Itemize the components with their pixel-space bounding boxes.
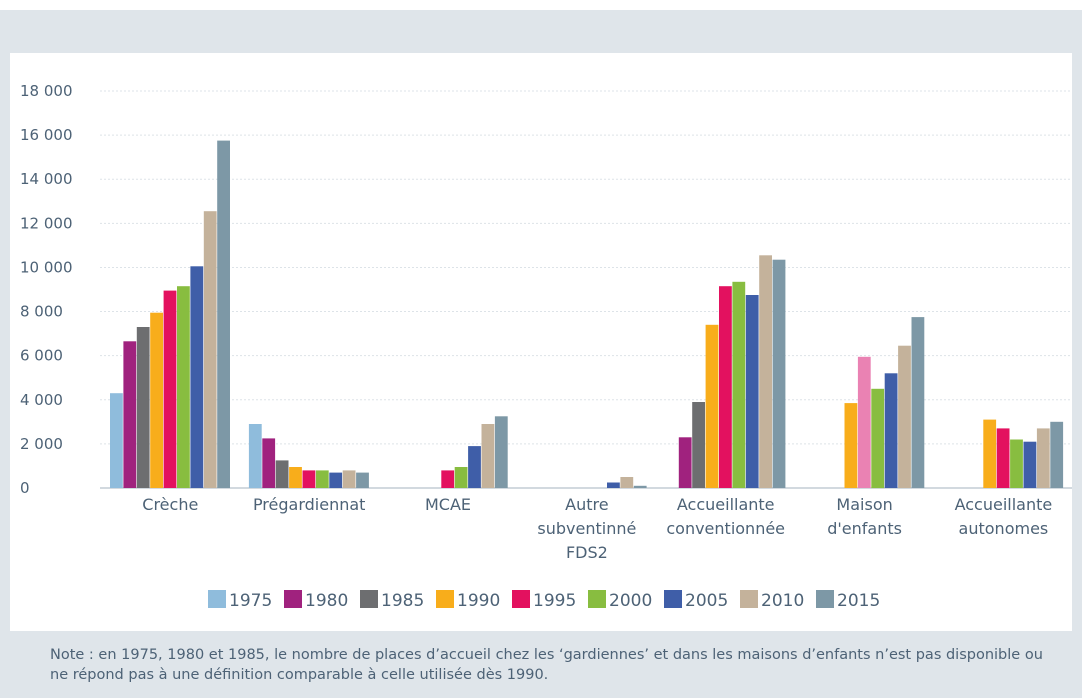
bar-2015-2 — [494, 416, 508, 488]
x-category-label: Crèche — [142, 495, 198, 514]
bar-2015-4 — [772, 259, 786, 488]
bar-2005-6 — [1023, 441, 1037, 488]
bar-2000-4 — [732, 281, 746, 488]
bar-2010-6 — [1036, 428, 1050, 488]
bar-2005-3 — [607, 482, 620, 488]
bar-1990-0 — [150, 312, 163, 488]
bar-2010-4 — [759, 255, 772, 488]
x-category-label: Accueillante — [955, 495, 1053, 514]
bar-1975-0 — [110, 393, 123, 488]
bar-2010-5 — [898, 345, 911, 488]
legend-swatch-2010 — [740, 590, 758, 608]
bar-1995-5 — [857, 356, 871, 488]
legend-label-1995: 1995 — [533, 591, 576, 611]
bar-1995-0 — [163, 290, 177, 488]
bar-1995-2 — [441, 470, 455, 488]
x-category-label: Accueillante — [677, 495, 775, 514]
bar-2000-2 — [454, 467, 468, 488]
bar-2010-2 — [481, 424, 495, 488]
legend-swatch-2000 — [588, 590, 606, 608]
legend-swatch-1995 — [512, 590, 530, 608]
legend-swatch-2005 — [664, 590, 682, 608]
legend-swatch-1975 — [208, 590, 226, 608]
bar-2015-3 — [633, 485, 647, 488]
x-category-label: MCAE — [425, 495, 471, 514]
y-tick-label: 2 000 — [20, 435, 63, 453]
y-tick-label: 10 000 — [20, 258, 73, 276]
bar-2005-5 — [884, 373, 898, 488]
bar-2010-0 — [203, 211, 217, 488]
bar-1980-0 — [123, 341, 137, 488]
bar-1995-6 — [996, 428, 1010, 488]
bar-2015-0 — [217, 140, 230, 488]
x-category-label: Prégardiennat — [253, 495, 366, 514]
legend-label-2000: 2000 — [609, 591, 652, 611]
legend-swatch-2015 — [816, 590, 834, 608]
legend-label-2010: 2010 — [761, 591, 804, 611]
y-tick-label: 12 000 — [20, 214, 73, 232]
chart-note: Note : en 1975, 1980 et 1985, le nombre … — [50, 647, 1043, 683]
bar-2015-1 — [356, 472, 369, 488]
legend-label-1980: 1980 — [305, 591, 348, 611]
y-tick-label: 16 000 — [20, 126, 73, 144]
y-tick-label: 6 000 — [20, 347, 63, 365]
legend-label-2005: 2005 — [685, 591, 728, 611]
bar-2000-6 — [1010, 439, 1023, 488]
chart-panel: 0 2 000 4 000 6 000 8 000 10 000 12 000 14 000 1… — [0, 10, 1082, 698]
legend-swatch-1980 — [284, 590, 302, 608]
bar-2000-0 — [177, 286, 190, 488]
legend-swatch-1990 — [436, 590, 454, 608]
x-category-label: autonomes — [959, 519, 1049, 538]
bar-2005-0 — [190, 266, 204, 488]
bar-1985-4 — [692, 402, 705, 488]
bar-1990-6 — [983, 419, 997, 488]
bar-1975-1 — [248, 424, 262, 488]
y-tick-label: 4 000 — [20, 391, 63, 409]
x-category-label: d'enfants — [827, 519, 902, 538]
x-category-label: conventionnée — [666, 519, 785, 538]
bar-1995-1 — [302, 470, 316, 488]
bar-1995-4 — [719, 286, 732, 488]
y-tick-label: 8 000 — [20, 303, 63, 321]
bar-2005-4 — [745, 295, 759, 488]
bar-1985-1 — [275, 460, 289, 488]
x-category-label: subventinné — [537, 519, 636, 538]
legend-swatch-1985 — [360, 590, 378, 608]
bar-2005-1 — [329, 472, 343, 488]
bar-1990-5 — [844, 403, 858, 488]
bar-2000-5 — [871, 388, 885, 489]
bar-2000-1 — [315, 470, 329, 488]
x-category-label: Autre — [565, 495, 608, 514]
bar-2005-2 — [468, 446, 481, 488]
legend-label-1990: 1990 — [457, 591, 500, 611]
legend-label-2015: 2015 — [837, 591, 880, 611]
legend-label-1985: 1985 — [381, 591, 424, 611]
legend-label-1975: 1975 — [229, 591, 272, 611]
bar-1990-4 — [705, 324, 719, 488]
bar-2010-1 — [342, 470, 356, 488]
bar-1990-1 — [289, 467, 302, 488]
bar-2015-5 — [911, 317, 925, 488]
x-category-label: FDS2 — [566, 543, 608, 562]
bar-2015-6 — [1050, 421, 1064, 488]
y-tick-label: 0 — [20, 479, 30, 497]
x-category-label: Maison — [836, 495, 892, 514]
y-tick-label: 18 000 — [20, 82, 73, 100]
bar-1980-4 — [678, 437, 692, 488]
y-tick-label: 14 000 — [20, 170, 73, 188]
bar-1980-1 — [262, 438, 276, 488]
bar-2010-3 — [620, 477, 634, 488]
bar-1985-0 — [136, 327, 150, 488]
chart: 0 2 000 4 000 6 000 8 000 10 000 12 000 14 000 1… — [10, 53, 1072, 631]
